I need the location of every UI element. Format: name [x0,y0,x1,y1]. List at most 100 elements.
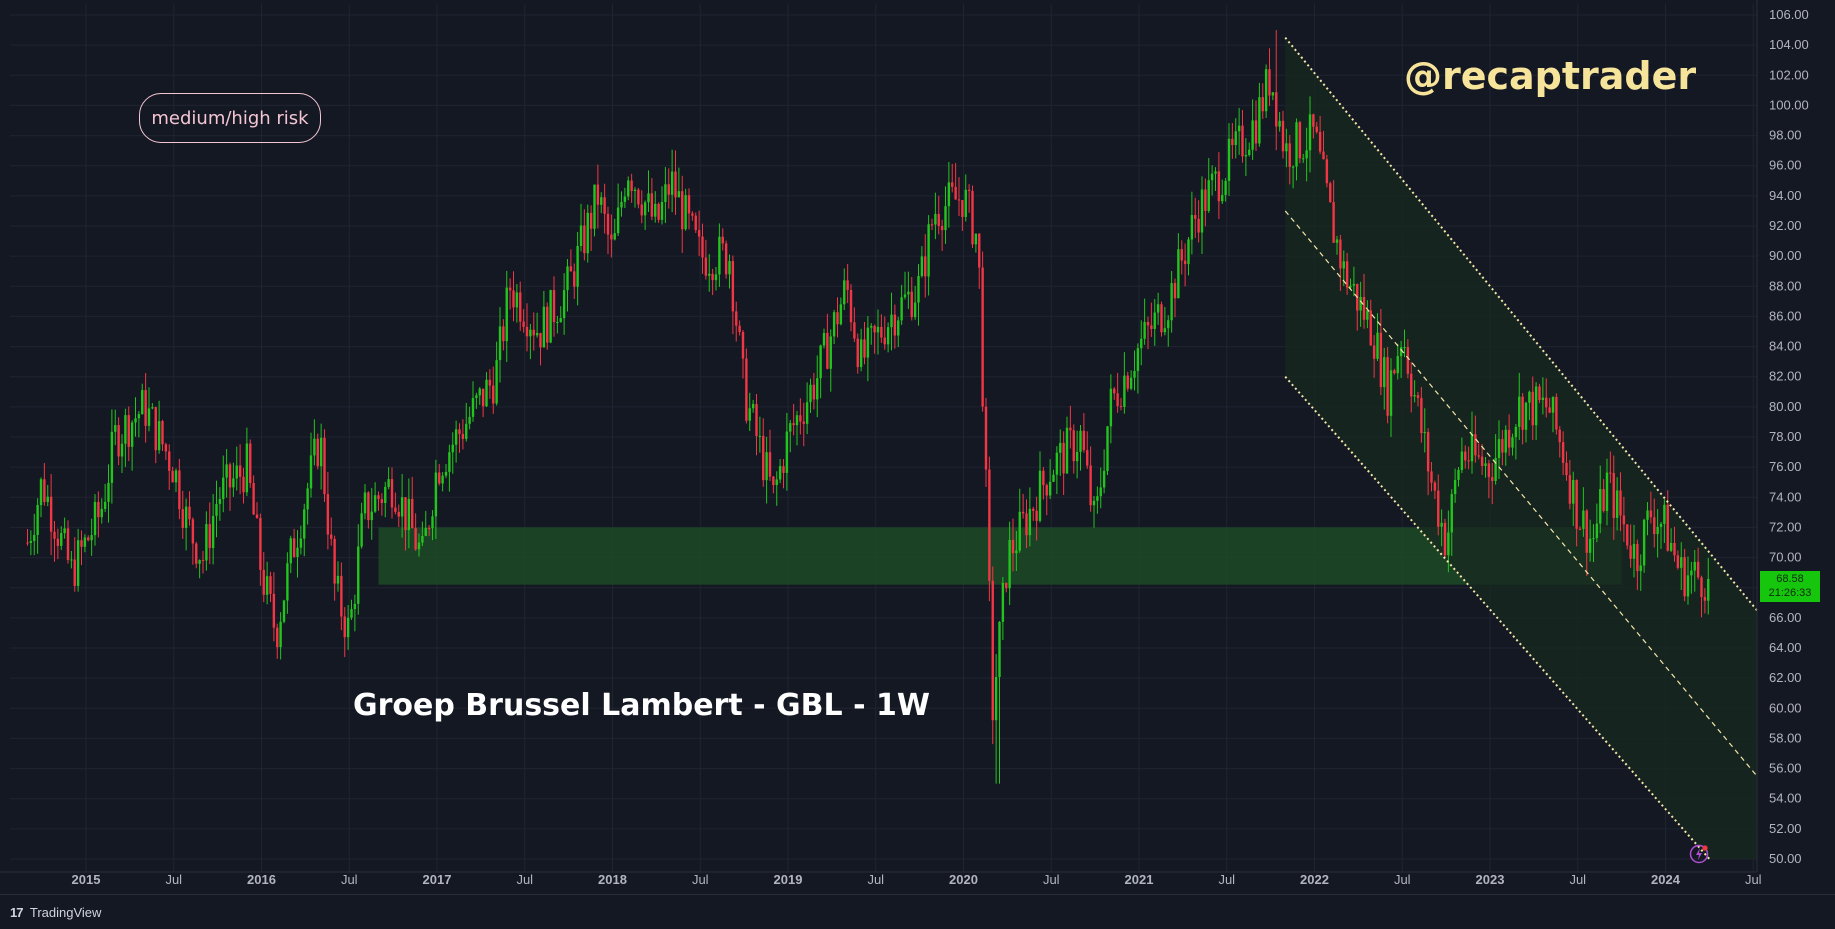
candle-body [610,234,613,240]
candle-body [1295,122,1298,167]
candle-body [1021,511,1025,514]
candle-body [620,201,623,208]
candle-body [1592,538,1595,540]
candle-body [957,199,961,201]
candle-body [154,407,157,451]
candle-body [289,538,292,564]
candle-body [114,425,117,432]
candle-body [1163,328,1167,333]
candle-body [316,438,319,467]
candle-body [353,603,357,610]
candle-body [1129,377,1133,389]
candle-body [215,503,218,516]
candle-body [762,435,765,481]
candle-body [1366,310,1369,320]
candle-body [1170,283,1173,321]
candle-body [1639,565,1642,572]
candle-body [1369,310,1372,346]
candle-body [336,575,340,584]
candle-body [515,292,519,308]
candle-body [708,273,711,276]
candle-body [343,616,346,638]
candle-body [1271,92,1275,96]
price-axis[interactable]: 106.00 104.00 102.00 100.00 98.00 96.00 94.00 9… [1756,0,1809,872]
candle-body [1453,479,1457,495]
y-tick-label: 104.00 [1769,37,1809,52]
candle-body [1032,508,1035,511]
candle-body [1153,312,1156,329]
y-tick-label: 90.00 [1769,248,1802,263]
candle-body [1636,543,1639,572]
candle-body [1298,122,1302,159]
candle-body [380,499,384,504]
tradingview-logo[interactable]: 17 TradingView [10,905,101,920]
candle-body [593,184,596,229]
candle-body [1393,370,1396,374]
candle-body [525,326,529,337]
candle-body [1629,545,1632,559]
candle-body [1423,432,1426,434]
x-tick-label: 2017 [423,872,452,887]
candle-body [1254,120,1258,144]
support-zone-layer [378,37,1757,860]
candle-body [519,292,522,322]
candle-body [97,501,100,518]
candle-body [542,306,546,348]
candle-body [438,472,441,484]
candle-body [643,202,647,216]
candle-body [627,180,630,197]
candle-body [994,677,998,721]
candle-body [1342,261,1345,269]
candle-body [667,184,670,195]
candle-body [812,384,816,400]
candle-body [66,528,70,560]
candle-body [944,206,947,231]
candle-body [600,197,603,205]
candle-body [546,306,549,343]
candle-body [512,290,515,308]
candle-body [1258,97,1261,144]
candle-body [124,415,127,444]
candle-body [43,479,46,502]
candle-body [843,280,846,305]
candle-body [1156,304,1160,313]
time-axis[interactable]: 2015 Jul 2016 Jul 2017 Jul 2018 Jul 2019 Jul 2020 J… [0,871,1762,887]
candle-body [1376,332,1379,359]
candle-body [1329,183,1332,203]
candle-body [222,477,225,500]
candle-body [120,443,124,457]
candle-body [1568,475,1572,504]
candle-body [1065,427,1069,474]
x-tick-label: 2019 [774,872,803,887]
candle-body [1615,490,1619,518]
candle-body [1410,373,1413,397]
candle-body [495,360,498,404]
candle-body [819,345,822,379]
candle-body [198,560,201,564]
candle-body [488,379,492,386]
candle-body [1450,494,1453,533]
x-tick-label: Jul [516,872,533,887]
candle-body [168,451,171,471]
candle-body [947,182,951,207]
candle-body [471,397,475,417]
candle-body [1707,578,1710,601]
candle-body [188,506,191,520]
candle-body [1113,388,1116,394]
candle-body [1612,473,1615,518]
x-tick-label: 2016 [247,872,276,887]
candle-body [228,464,232,488]
candle-body [1683,557,1686,597]
candle-body [1524,402,1528,430]
candle-body [606,213,610,235]
lightning-alert-icon[interactable] [1688,843,1710,865]
candle-body [1663,504,1666,524]
candle-body [883,337,886,345]
candle-body [731,261,735,312]
candle-body [772,476,775,486]
candle-body [805,402,809,424]
candle-body [1042,470,1045,486]
candle-body [569,266,573,272]
candle-body [53,531,56,539]
